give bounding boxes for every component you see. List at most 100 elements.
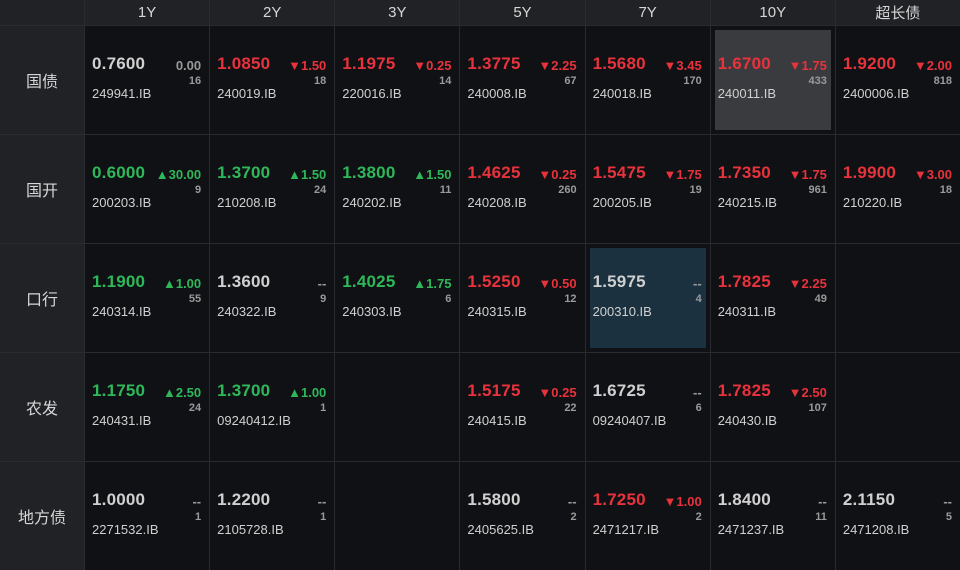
quote-price: 1.1975 (342, 54, 396, 73)
quote-cell[interactable]: 1.6700 ▼1.75 433 240011.IB (710, 26, 835, 134)
quote-cell[interactable]: 1.5250 ▼0.50 12 240315.IB (460, 244, 585, 352)
quote-cell-inner: 1.4625 ▼0.25 260 240208.IB (464, 139, 580, 239)
row-label[interactable]: 国债 (0, 26, 84, 134)
quote-cell[interactable]: 0.7600 0.00 16 249941.IB (85, 26, 210, 134)
quote-count: 5 (945, 511, 952, 523)
row-label[interactable]: 农发 (0, 353, 84, 461)
quote-cell-inner: 1.5800 -- 2 2405625.IB (464, 466, 580, 566)
quote-count: 107 (808, 402, 827, 414)
bond-code: 240315.IB (467, 304, 527, 319)
quote-cell[interactable]: 1.8400 -- 11 2471237.IB (710, 462, 835, 570)
quote-cell[interactable]: 1.3600 -- 9 240322.IB (210, 244, 335, 352)
quote-price: 1.7250 (592, 490, 646, 509)
quote-cell-inner: 1.3800 ▲1.50 11 240202.IB (339, 139, 455, 239)
quote-cell[interactable]: 2.1150 -- 5 2471208.IB (835, 462, 960, 570)
quote-price: 1.5475 (592, 163, 646, 182)
quote-change: ▼2.25 (788, 276, 827, 291)
quote-cell[interactable]: 1.7250 ▼1.00 2 2471217.IB (585, 462, 710, 570)
quote-price: 1.7350 (717, 163, 771, 182)
quote-cell[interactable]: 1.3700 ▲1.00 1 09240412.IB (210, 353, 335, 461)
column-header[interactable]: 5Y (460, 0, 585, 25)
quote-change: ▼1.00 (663, 494, 702, 509)
quote-cell[interactable]: 1.1900 ▲1.00 55 240314.IB (85, 244, 210, 352)
quote-change: -- (818, 494, 827, 509)
row-label[interactable]: 口行 (0, 244, 84, 352)
quote-cell[interactable]: 1.7825 ▼2.50 107 240430.IB (710, 353, 835, 461)
bond-code: 09240412.IB (217, 413, 291, 428)
quote-cell-inner: 1.7350 ▼1.75 961 240215.IB (715, 139, 831, 239)
quote-cell[interactable]: 1.4625 ▼0.25 260 240208.IB (460, 135, 585, 243)
quote-change: -- (317, 494, 327, 509)
column-header[interactable]: 10Y (710, 0, 835, 25)
bond-code: 240322.IB (217, 304, 277, 319)
quote-cell-inner: 1.1975 ▼0.25 14 220016.IB (339, 30, 455, 130)
quote-cell[interactable]: 1.9200 ▼2.00 818 2400006.IB (835, 26, 960, 134)
quote-count: 2 (695, 511, 702, 523)
quote-count: 24 (314, 184, 327, 196)
quote-price: 1.0000 (92, 490, 146, 509)
bond-code: 240303.IB (342, 304, 402, 319)
quote-price: 1.7825 (717, 272, 771, 291)
quote-cell-inner: 1.3700 ▲1.50 24 210208.IB (214, 139, 330, 239)
quote-count: 12 (564, 293, 577, 305)
quote-cell[interactable]: 1.5680 ▼3.45 170 240018.IB (585, 26, 710, 134)
quote-price: 1.8400 (717, 490, 771, 509)
quote-count: 2 (570, 511, 577, 523)
column-header[interactable]: 超长债 (835, 0, 960, 25)
quote-cell-inner: 1.6725 -- 6 09240407.IB (590, 357, 706, 457)
quote-count: 170 (683, 75, 702, 87)
quote-change: ▲1.00 (288, 385, 327, 400)
quote-cell[interactable]: 1.2200 -- 1 2105728.IB (210, 462, 335, 570)
column-header[interactable]: 2Y (210, 0, 335, 25)
quote-price: 1.0850 (217, 54, 271, 73)
quote-cell-inner: 1.7825 ▼2.25 49 240311.IB (715, 248, 831, 348)
quote-price: 1.5680 (592, 54, 646, 73)
quote-cell[interactable]: 1.5800 -- 2 2405625.IB (460, 462, 585, 570)
quote-cell[interactable]: 1.4025 ▲1.75 6 240303.IB (335, 244, 460, 352)
quote-cell[interactable]: 1.5175 ▼0.25 22 240415.IB (460, 353, 585, 461)
quote-count: 16 (188, 75, 202, 87)
quote-price: 2.1150 (842, 490, 896, 509)
column-header[interactable]: 3Y (335, 0, 460, 25)
quote-cell[interactable]: 1.0000 -- 1 2271532.IB (85, 462, 210, 570)
quote-price: 1.3800 (342, 163, 396, 182)
quote-price: 1.9200 (842, 54, 897, 73)
bond-code: 240430.IB (717, 413, 777, 428)
quote-cell[interactable]: 1.1975 ▼0.25 14 220016.IB (335, 26, 460, 134)
quote-cell[interactable]: 1.7825 ▼2.25 49 240311.IB (710, 244, 835, 352)
quote-cell[interactable]: 1.5975 -- 4 200310.IB (585, 244, 710, 352)
quote-change: ▼2.25 (538, 58, 577, 73)
column-header[interactable]: 7Y (585, 0, 710, 25)
quote-price: 1.1750 (92, 381, 146, 400)
bond-code: 240008.IB (467, 86, 527, 101)
quote-cell[interactable]: 1.6725 -- 6 09240407.IB (585, 353, 710, 461)
quote-cell-inner: 1.4025 ▲1.75 6 240303.IB (339, 248, 455, 348)
quote-count: 1 (320, 402, 327, 414)
bond-code: 240202.IB (342, 195, 402, 210)
quote-price: 1.5175 (467, 381, 521, 400)
quote-change: -- (693, 385, 702, 400)
quote-price: 1.3700 (217, 163, 271, 182)
quote-cell[interactable]: 0.6000 ▲30.00 9 200203.IB (85, 135, 210, 243)
quote-cell[interactable]: 1.3775 ▼2.25 67 240008.IB (460, 26, 585, 134)
quote-price: 1.2200 (217, 490, 271, 509)
quote-count: 433 (808, 75, 827, 87)
quote-cell[interactable]: 1.3800 ▲1.50 11 240202.IB (335, 135, 460, 243)
quote-cell[interactable]: 1.5475 ▼1.75 19 200205.IB (585, 135, 710, 243)
quote-price: 1.5250 (467, 272, 521, 291)
quote-cell[interactable]: 1.3700 ▲1.50 24 210208.IB (210, 135, 335, 243)
quote-cell-inner: 1.6700 ▼1.75 433 240011.IB (714, 30, 831, 130)
row-label[interactable]: 地方债 (0, 462, 84, 570)
quote-cell-inner: 1.2200 -- 1 2105728.IB (214, 466, 330, 566)
quote-count: 4 (695, 293, 702, 305)
column-header[interactable]: 1Y (85, 0, 210, 25)
quote-cell[interactable]: 1.9900 ▼3.00 18 210220.IB (835, 135, 960, 243)
quote-cell[interactable]: 1.1750 ▲2.50 24 240431.IB (85, 353, 210, 461)
quote-cell[interactable]: 1.0850 ▼1.50 18 240019.IB (210, 26, 335, 134)
quote-count: 11 (815, 511, 827, 523)
quote-change: ▼3.45 (663, 58, 702, 73)
row-label[interactable]: 国开 (0, 135, 84, 243)
quote-cell-inner: 1.7825 ▼2.50 107 240430.IB (715, 357, 831, 457)
quote-change: ▼0.25 (538, 167, 577, 182)
quote-cell[interactable]: 1.7350 ▼1.75 961 240215.IB (710, 135, 835, 243)
